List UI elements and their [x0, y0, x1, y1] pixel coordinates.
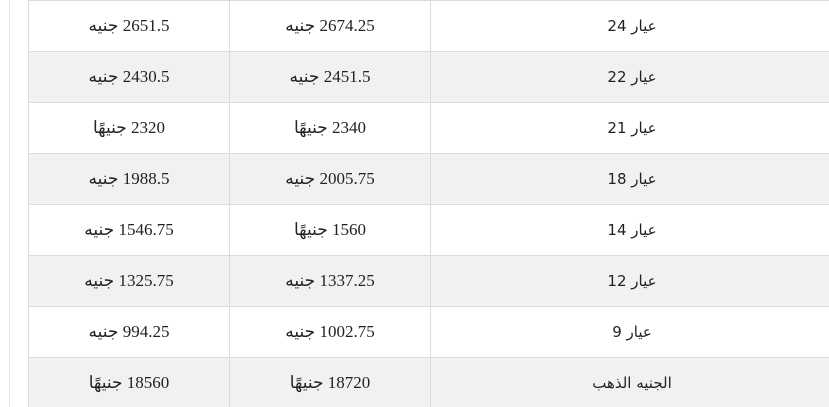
buy-price-cell: 2674.25 جنيه: [229, 0, 431, 52]
table-row: عيار 18 2005.75 جنيه 1988.5 جنيه: [28, 153, 829, 205]
buy-price-cell: 2451.5 جنيه: [229, 51, 431, 103]
sell-price-cell: 994.25 جنيه: [28, 306, 230, 358]
sell-price-cell: 1325.75 جنيه: [28, 255, 230, 307]
table-row: عيار 14 1560 جنيهًا 1546.75 جنيه: [28, 204, 829, 256]
buy-price-cell: 1560 جنيهًا: [229, 204, 431, 256]
karat-cell: الجنيه الذهب: [430, 357, 829, 407]
sell-price-cell: 2651.5 جنيه: [28, 0, 230, 52]
sell-price-cell: 1546.75 جنيه: [28, 204, 230, 256]
karat-cell: عيار 12: [430, 255, 829, 307]
buy-price-cell: 1002.75 جنيه: [229, 306, 431, 358]
sell-price-cell: 2430.5 جنيه: [28, 51, 230, 103]
buy-price-cell: 2340 جنيهًا: [229, 102, 431, 154]
sell-price-cell: 18560 جنيهًا: [28, 357, 230, 407]
buy-price-cell: 1337.25 جنيه: [229, 255, 431, 307]
sell-price-cell: 2320 جنيهًا: [28, 102, 230, 154]
karat-cell: عيار 22: [430, 51, 829, 103]
buy-price-cell: 18720 جنيهًا: [229, 357, 431, 407]
table-row: الجنيه الذهب 18720 جنيهًا 18560 جنيهًا: [28, 357, 829, 407]
table-row: عيار 9 1002.75 جنيه 994.25 جنيه: [28, 306, 829, 358]
karat-cell: عيار 18: [430, 153, 829, 205]
divider: [9, 0, 10, 407]
sell-price-cell: 1988.5 جنيه: [28, 153, 230, 205]
karat-cell: عيار 9: [430, 306, 829, 358]
table-row: عيار 21 2340 جنيهًا 2320 جنيهًا: [28, 102, 829, 154]
table-row: عيار 12 1337.25 جنيه 1325.75 جنيه: [28, 255, 829, 307]
karat-cell: عيار 21: [430, 102, 829, 154]
table-row: عيار 24 2674.25 جنيه 2651.5 جنيه: [28, 0, 829, 52]
buy-price-cell: 2005.75 جنيه: [229, 153, 431, 205]
gold-price-table: عيار 24 2674.25 جنيه 2651.5 جنيه عيار 22 245…: [28, 0, 829, 407]
karat-cell: عيار 24: [430, 0, 829, 52]
karat-cell: عيار 14: [430, 204, 829, 256]
table-row: عيار 22 2451.5 جنيه 2430.5 جنيه: [28, 51, 829, 103]
